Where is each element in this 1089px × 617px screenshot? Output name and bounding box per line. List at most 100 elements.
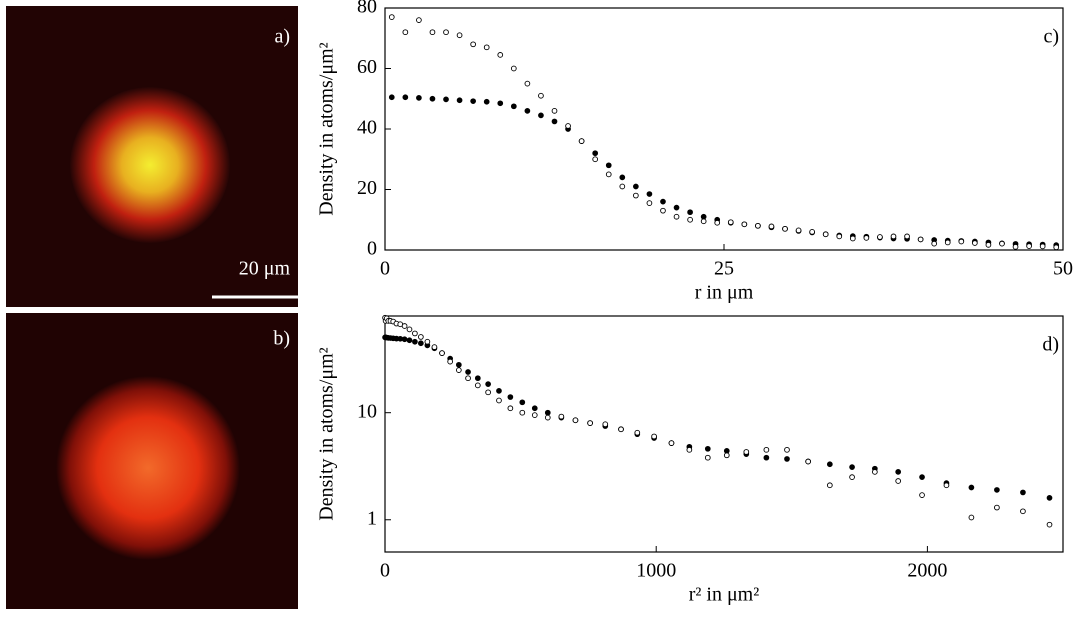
plot-frame	[384, 315, 1064, 553]
data-point	[904, 233, 910, 240]
data-point	[687, 216, 693, 223]
x-axis-label: r² in μm²	[689, 584, 760, 606]
data-point	[474, 382, 481, 389]
data-point	[1020, 508, 1026, 515]
data-point	[544, 414, 551, 421]
data-point	[919, 492, 925, 498]
data-point	[895, 469, 902, 475]
data-point	[496, 387, 502, 394]
scale-bar-label: 20 μm	[239, 258, 291, 280]
y-tick-label: 1	[367, 507, 377, 529]
panel-label: a)	[274, 26, 290, 48]
data-point	[519, 399, 526, 406]
data-point	[388, 14, 395, 20]
data-point	[700, 218, 707, 225]
data-point	[743, 449, 750, 455]
data-point	[994, 504, 1000, 511]
data-point	[741, 221, 748, 228]
y-axis-label: Density in atoms/μm²	[316, 42, 338, 215]
y-tick-label: 0	[367, 238, 377, 260]
data-point	[402, 94, 409, 101]
data-point	[443, 29, 449, 36]
data-point	[895, 478, 902, 484]
data-point	[768, 223, 775, 230]
data-point	[687, 209, 693, 216]
data-point	[465, 375, 471, 382]
data-point	[809, 229, 815, 235]
data-point	[483, 44, 490, 51]
data-point	[849, 235, 856, 242]
data-point	[968, 484, 975, 491]
data-point	[412, 330, 418, 337]
data-point	[485, 389, 491, 396]
data-point	[972, 240, 978, 246]
x-tick-label: 50	[1053, 258, 1073, 280]
data-point	[826, 461, 833, 468]
data-point	[416, 17, 422, 23]
data-point	[686, 446, 693, 453]
data-point	[1026, 243, 1032, 249]
data-point	[443, 96, 449, 103]
data-point	[465, 369, 471, 375]
data-point	[1046, 495, 1053, 501]
x-tick-label: 0	[380, 258, 390, 280]
data-point	[531, 412, 538, 418]
data-point	[849, 464, 855, 471]
y-tick-label: 10	[357, 400, 377, 422]
data-point	[406, 326, 413, 333]
data-point	[917, 236, 924, 243]
data-point	[447, 358, 454, 365]
data-point	[673, 204, 680, 211]
data-point	[634, 429, 641, 436]
data-point	[1020, 489, 1026, 496]
data-point	[439, 350, 445, 356]
data-point	[578, 138, 585, 144]
data-point	[763, 446, 770, 453]
data-point	[704, 445, 711, 452]
data-point	[412, 338, 418, 345]
data-point	[524, 80, 531, 87]
data-point	[714, 219, 721, 226]
data-point	[416, 94, 422, 101]
x-tick-label: 2000	[907, 560, 947, 582]
data-point	[429, 95, 436, 102]
y-axis-label: Density in atoms/μm²	[316, 347, 338, 520]
data-point	[919, 474, 925, 481]
data-point	[470, 41, 476, 48]
y-tick-label: 20	[357, 177, 377, 199]
data-point	[519, 409, 526, 416]
data-point	[572, 417, 579, 424]
data-point	[782, 225, 788, 232]
y-tick-label: 80	[357, 0, 377, 18]
data-point	[633, 183, 639, 190]
data-point	[633, 192, 639, 199]
data-point	[668, 440, 675, 446]
data-point	[943, 482, 950, 489]
data-point	[402, 29, 409, 36]
data-point	[456, 32, 463, 39]
data-point	[496, 397, 502, 404]
data-point	[605, 162, 612, 169]
data-point	[985, 242, 992, 248]
data-point	[497, 100, 504, 107]
data-point	[401, 336, 408, 343]
data-point	[418, 334, 424, 340]
data-point	[401, 323, 408, 329]
data-point	[507, 405, 514, 412]
panel-label: b)	[273, 328, 290, 350]
data-point	[497, 52, 504, 58]
cloud-a	[70, 87, 230, 243]
panel-label: d)	[1042, 334, 1059, 356]
data-point	[994, 487, 1000, 493]
data-point	[763, 454, 770, 461]
data-point	[544, 409, 551, 416]
data-point	[826, 482, 833, 489]
data-point	[836, 233, 843, 240]
data-point	[1012, 243, 1019, 250]
data-point	[406, 337, 413, 344]
data-point	[944, 239, 951, 246]
data-point	[618, 426, 624, 433]
data-point	[1046, 521, 1053, 528]
y-tick-label: 60	[357, 56, 377, 78]
